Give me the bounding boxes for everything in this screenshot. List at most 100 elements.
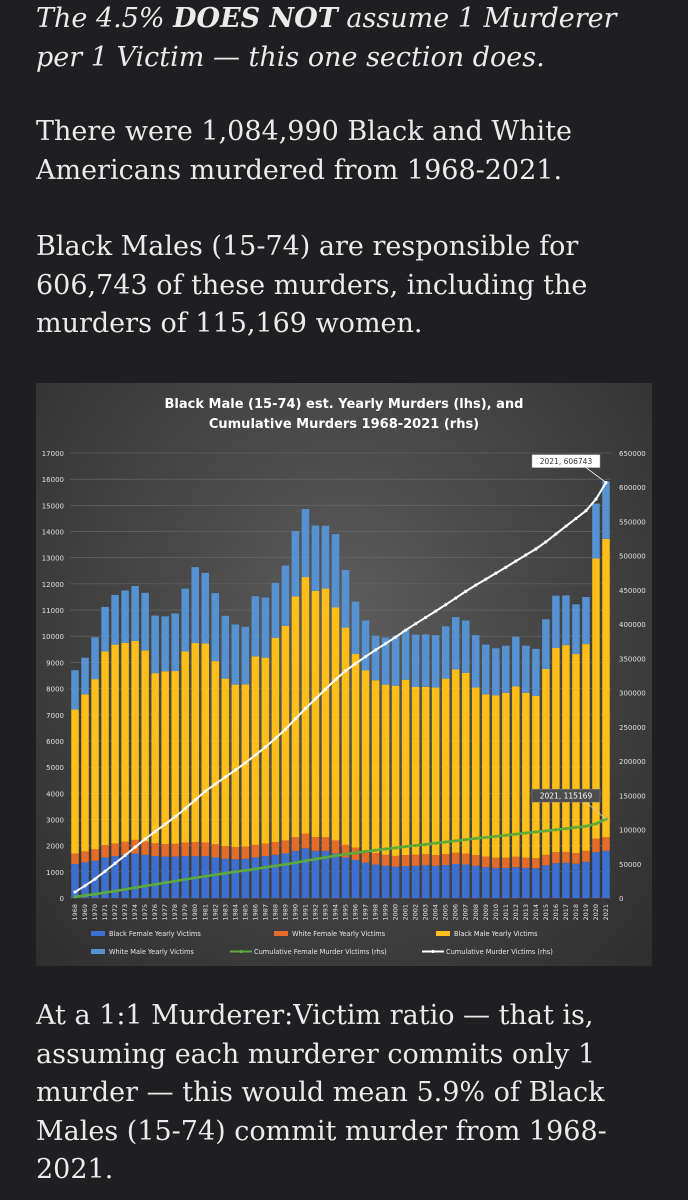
intro-paragraph: The 4.5% DOES NOT assume 1 Murderer per …	[36, 0, 666, 77]
bar-segment	[221, 846, 230, 859]
bar-segment	[241, 684, 250, 847]
bar-segment	[281, 853, 290, 898]
lhs-tick-label: 12000	[42, 581, 64, 589]
bar-segment	[91, 849, 99, 861]
bar-segment	[361, 620, 370, 671]
rhs-tick-label: 250000	[619, 724, 646, 732]
bar-segment	[592, 558, 600, 839]
bar-segment	[301, 848, 310, 898]
legend-swatch	[91, 949, 105, 954]
bar-segment	[181, 842, 189, 857]
x-tick-label: 2021	[602, 904, 610, 921]
bar-segment	[411, 854, 420, 866]
bar-segment	[251, 844, 260, 858]
bar-segment	[572, 654, 580, 853]
lhs-tick-label: 7000	[46, 712, 64, 720]
lhs-tick-label: 2000	[46, 843, 64, 851]
cumulative-female-point	[353, 851, 358, 855]
bar-segment	[582, 644, 590, 851]
cumulative-total-point	[373, 648, 378, 652]
cumulative-female-point	[293, 861, 298, 865]
cumulative-female-point	[494, 834, 498, 838]
bar-segment	[482, 856, 490, 868]
bar-segment	[572, 852, 580, 864]
bar-segment	[331, 840, 340, 854]
cumulative-female-point	[484, 835, 488, 840]
annotation-total: 2021, 606743	[540, 457, 593, 466]
cumulative-female-point	[504, 833, 508, 837]
cumulative-female-point	[103, 890, 107, 895]
bar-segment	[201, 842, 210, 857]
cumulative-female-point	[253, 867, 257, 871]
bar-segment	[131, 853, 139, 898]
bar-segment	[121, 590, 129, 643]
bar-segment	[111, 856, 119, 898]
rhs-tick-label: 150000	[619, 792, 646, 800]
legend-swatch	[436, 931, 450, 936]
x-tick-label: 1994	[331, 904, 339, 921]
bar-segment	[431, 855, 440, 866]
annotation-total-leader	[585, 467, 607, 483]
x-tick-label: 1999	[382, 904, 390, 921]
bar-segment	[361, 850, 370, 863]
bar-segment	[482, 867, 490, 898]
bar-segment	[281, 840, 290, 854]
bar-segment	[391, 855, 400, 867]
bar-segment	[141, 592, 149, 651]
bar-segment	[281, 565, 290, 626]
cumulative-female-point	[404, 845, 408, 849]
cumulative-total-point	[504, 565, 508, 569]
x-tick-label: 2018	[572, 904, 580, 921]
legend-line-marker	[239, 949, 243, 954]
bar-segment	[321, 850, 330, 898]
cumulative-total-point	[353, 661, 358, 666]
x-tick-label: 2006	[452, 904, 460, 921]
cumulative-total-point	[444, 603, 448, 607]
bar-segment	[161, 671, 169, 845]
bar-segment	[171, 613, 179, 672]
bar-segment	[211, 857, 220, 898]
lhs-tick-label: 11000	[42, 607, 64, 615]
bar-segment	[321, 837, 330, 851]
x-tick-label: 1981	[201, 904, 209, 921]
x-tick-label: 1982	[211, 904, 219, 921]
chart-title-line2: Cumulative Murders 1968-2021 (rhs)	[209, 417, 479, 432]
bar-segment	[81, 694, 89, 852]
paragraph-total-murdered: There were 1,084,990 Black and White Ame…	[36, 116, 572, 186]
cumulative-female-point	[514, 832, 518, 836]
bar-segment	[371, 635, 380, 681]
cumulative-female-point	[373, 848, 378, 852]
cumulative-total-point	[73, 890, 77, 894]
bar-segment	[461, 853, 470, 865]
bar-segment	[492, 695, 500, 858]
cumulative-total-point	[564, 524, 568, 528]
cumulative-total-point	[283, 727, 287, 731]
cumulative-female-point	[273, 864, 277, 868]
cumulative-total-point	[103, 869, 107, 873]
bar-segment	[291, 850, 300, 898]
bar-segment	[552, 595, 560, 649]
cumulative-total-point	[424, 615, 428, 620]
bar-segment	[171, 843, 179, 857]
cumulative-female-point	[183, 877, 187, 882]
cumulative-total-point	[584, 509, 588, 513]
bar-segment	[191, 643, 199, 842]
bar-segment	[101, 606, 109, 652]
cumulative-total-point	[534, 547, 538, 551]
x-tick-label: 1971	[101, 904, 109, 921]
bar-segment	[401, 679, 410, 856]
x-tick-label: 1975	[141, 904, 149, 921]
rhs-tick-label: 350000	[619, 655, 646, 663]
bar-segment	[151, 673, 159, 844]
x-tick-label: 2004	[432, 904, 440, 921]
bar-segment	[171, 856, 179, 898]
lhs-tick-label: 5000	[46, 764, 64, 772]
cumulative-total-point	[183, 806, 187, 811]
bar-segment	[502, 857, 510, 868]
bar-segment	[251, 656, 260, 845]
intro-bold: DOES NOT	[173, 3, 338, 34]
bar-segment	[141, 650, 149, 842]
cumulative-total-point	[253, 753, 257, 757]
cumulative-female-point	[323, 855, 328, 860]
bar-segment	[161, 616, 169, 672]
